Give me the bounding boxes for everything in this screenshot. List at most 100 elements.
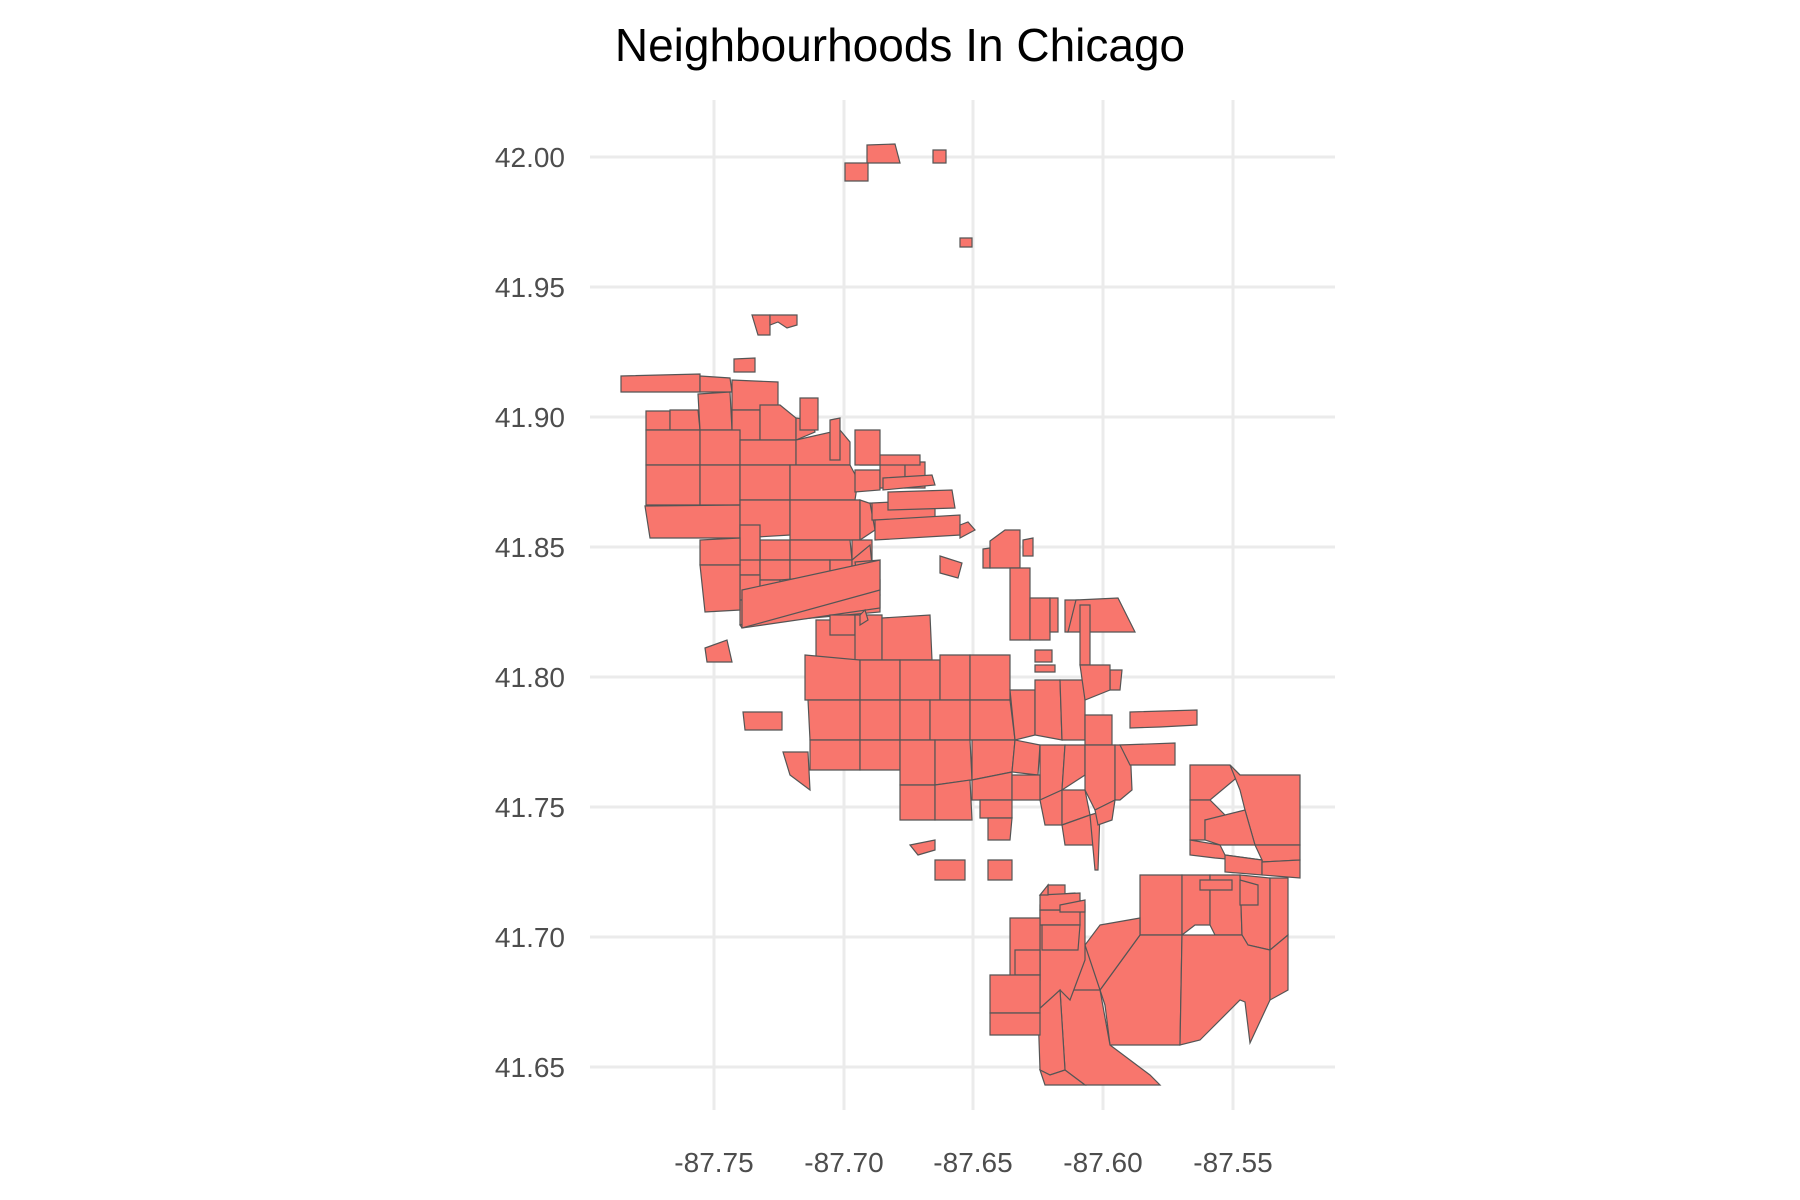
neighbourhood-polygon xyxy=(908,839,936,856)
neighbourhood-polygon xyxy=(804,654,861,701)
neighbourhood-polygon xyxy=(751,314,771,336)
y-tick-label: 41.80 xyxy=(495,662,565,693)
neighbourhood-polygon xyxy=(874,514,961,541)
neighbourhood-polygon xyxy=(669,409,701,431)
y-axis-labels: 42.00 41.95 41.90 41.85 41.80 41.75 41.7… xyxy=(495,142,565,1083)
neighbourhood-polygon xyxy=(699,429,741,466)
neighbourhood-polygon xyxy=(882,474,936,491)
neighbourhood-polygon xyxy=(699,375,733,393)
x-axis-labels: -87.75 -87.70 -87.65 -87.60 -87.55 xyxy=(674,1147,1272,1178)
y-tick-label: 42.00 xyxy=(495,142,565,173)
neighbourhood-polygon xyxy=(1011,774,1041,801)
neighbourhood-polygon xyxy=(899,739,936,786)
neighbourhood-polygon xyxy=(1009,567,1031,641)
neighbourhood-polygon xyxy=(733,357,756,373)
neighbourhood-polygon xyxy=(1061,744,1086,792)
neighbourhood-polygon xyxy=(1139,874,1183,936)
neighbourhood-polygon xyxy=(789,464,859,501)
neighbourhood-polygon xyxy=(844,162,869,182)
neighbourhood-polygon xyxy=(829,614,856,636)
neighbourhood-polygon xyxy=(866,143,901,164)
neighbourhood-polygon xyxy=(1094,798,1116,826)
neighbourhood-polygon xyxy=(644,504,741,539)
neighbourhood-polygon xyxy=(859,699,901,741)
neighbourhood-polygon xyxy=(742,711,783,731)
neighbourhood-polygon xyxy=(699,537,741,566)
neighbourhood-polygon xyxy=(969,699,1016,741)
neighbourhood-polygon xyxy=(1029,597,1051,641)
neighbourhood-polygon xyxy=(759,559,791,581)
neighbourhood-polygon xyxy=(1079,604,1091,666)
y-tick-label: 41.75 xyxy=(495,792,565,823)
neighbourhood-polygon xyxy=(739,439,797,466)
neighbourhood-polygon xyxy=(987,817,1013,841)
y-tick-label: 41.95 xyxy=(495,272,565,303)
neighbourhood-polygon xyxy=(809,739,861,771)
neighbourhood-polygon xyxy=(1034,679,1063,741)
neighbourhood-polygon xyxy=(934,859,966,881)
neighbourhood-polygon xyxy=(959,237,973,248)
neighbourhood-polygon xyxy=(1059,899,1086,913)
neighbourhood-polygon xyxy=(704,639,733,663)
neighbourhood-polygon xyxy=(1119,742,1176,766)
neighbourhood-polygon xyxy=(987,859,1013,881)
neighbourhood-polygon xyxy=(697,391,733,431)
y-tick-label: 41.70 xyxy=(495,922,565,953)
neighbourhood-polygon xyxy=(1269,933,1289,1002)
x-tick-label: -87.65 xyxy=(933,1147,1012,1178)
neighbourhood-polygon xyxy=(854,429,881,466)
neighbourhood-polygon xyxy=(1084,714,1113,746)
neighbourhood-polygon xyxy=(739,524,761,561)
neighbourhood-polygon xyxy=(1239,879,1259,906)
neighbourhood-polygon xyxy=(1189,839,1301,863)
neighbourhood-polygon xyxy=(1199,879,1233,891)
page-title: Neighbourhoods In Chicago xyxy=(614,19,1186,71)
neighbourhood-polygon xyxy=(829,417,841,461)
neighbourhood-polygon xyxy=(645,410,671,431)
neighbourhood-polygon xyxy=(769,314,798,329)
neighbourhood-polygon xyxy=(1224,854,1263,876)
neighbourhood-polygon xyxy=(1129,709,1198,729)
neighbourhood-polygon xyxy=(741,559,881,629)
neighbourhood-polygon xyxy=(989,974,1041,1014)
neighbourhood-polygon xyxy=(1034,664,1056,673)
neighbourhood-polygon xyxy=(1049,597,1059,633)
neighbourhood-polygon xyxy=(939,654,971,701)
neighbourhood-polygon xyxy=(854,469,881,493)
neighbourhood-polygon xyxy=(1038,883,1049,896)
neighbourhood-polygon xyxy=(939,555,963,579)
neighbourhood-polygon xyxy=(854,614,883,661)
neighbourhood-polygon xyxy=(1079,664,1111,701)
neighbourhood-polygon xyxy=(1041,924,1081,951)
neighbourhood-polygon xyxy=(899,784,936,821)
neighbourhood-polygon xyxy=(1067,597,1136,633)
neighbourhood-polygon xyxy=(799,397,819,431)
x-tick-label: -87.55 xyxy=(1193,1147,1272,1178)
neighbourhood-polygon xyxy=(1179,934,1271,1046)
neighbourhood-polygon xyxy=(932,149,947,164)
neighbourhood-polygon xyxy=(620,373,701,393)
neighbourhood-polygon xyxy=(759,404,797,441)
neighbourhood-polygon xyxy=(979,799,1013,819)
neighbourhood-polygon xyxy=(929,699,971,741)
neighbourhood-polygon xyxy=(959,521,976,539)
neighbourhood-polygon xyxy=(807,699,861,741)
neighbourhood-polygon xyxy=(645,429,701,466)
y-tick-label: 41.65 xyxy=(495,1052,565,1083)
neighbourhood-polygon xyxy=(934,779,973,821)
neighbourhood-polygon xyxy=(989,1012,1041,1036)
neighbourhood-polygon xyxy=(1022,537,1034,557)
neighbourhood-polygon xyxy=(739,464,791,501)
neighbourhood-polygon xyxy=(1014,949,1041,976)
neighbourhood-polygon xyxy=(789,499,861,541)
neighbourhood-polygon xyxy=(989,529,1021,569)
neighbourhood-polygon xyxy=(859,608,869,627)
neighbourhood-polygon xyxy=(1009,689,1036,741)
neighbourhood-polygon xyxy=(887,489,956,511)
neighbourhood-polygon xyxy=(699,464,741,506)
neighbourhood-polygon xyxy=(1261,859,1301,879)
neighbourhood-polygon xyxy=(699,564,741,613)
neighbourhood-polygon xyxy=(899,659,941,701)
